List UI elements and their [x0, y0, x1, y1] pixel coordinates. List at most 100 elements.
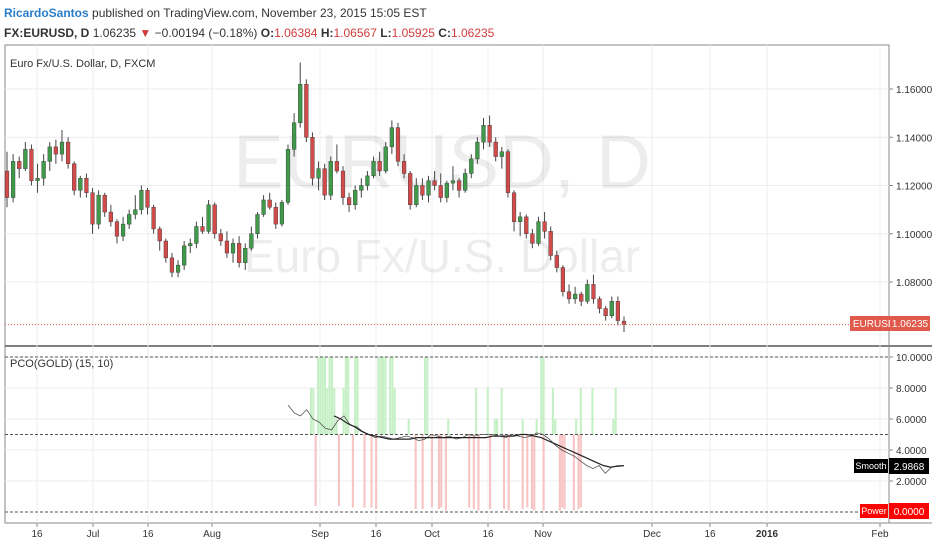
- candle: [230, 238, 236, 263]
- smooth-badge-value: 2.9868: [894, 462, 925, 473]
- indicator-legend[interactable]: PCO(GOLD) (15, 10): [10, 358, 113, 370]
- candle-body: [316, 168, 321, 179]
- candle-body: [475, 141, 480, 160]
- change-text: −0.00194 (−0.18%): [154, 26, 258, 40]
- last-price-text: 1.06235: [92, 26, 137, 40]
- vertical-grid: [36, 45, 881, 523]
- power-bar-up: [393, 388, 396, 435]
- candle-body: [17, 161, 22, 169]
- price-axis[interactable]: 1.16000 1.14000 1.12000 1.10000 1.08000: [889, 85, 932, 289]
- candle-body: [230, 243, 236, 254]
- candle-body: [603, 308, 608, 316]
- candle-body: [72, 163, 77, 191]
- power-bar-up: [347, 357, 350, 435]
- candle-body: [524, 216, 529, 234]
- power-bar-down: [370, 434, 373, 508]
- power-bar-up: [319, 357, 322, 435]
- candle-body: [389, 127, 394, 148]
- power-bar-down: [503, 434, 506, 509]
- candle-body: [579, 293, 584, 302]
- candle: [554, 250, 559, 273]
- time-tick-label: 16: [370, 529, 382, 540]
- power-bar-up: [316, 357, 320, 435]
- power-bar-down: [444, 434, 447, 511]
- candle: [426, 175, 431, 203]
- candle-body: [585, 284, 590, 302]
- power-bar-down: [530, 434, 534, 509]
- last-price-badge-label-bg: [850, 316, 898, 331]
- candle-body: [237, 243, 242, 263]
- power-bar-down: [533, 434, 536, 511]
- last-price-badge-value-bg: [890, 316, 930, 331]
- candle: [585, 279, 590, 304]
- indicator-axis[interactable]: 10.0000 8.0000 6.0000 4.0000 2.0000: [889, 353, 932, 488]
- power-badge: Power 0.0000: [860, 503, 929, 519]
- candle: [591, 274, 596, 304]
- candle-body: [536, 221, 541, 244]
- time-tick-label: 2016: [756, 529, 779, 540]
- power-bar-up: [356, 357, 359, 435]
- candle-body: [224, 240, 230, 254]
- last-price-badge-label: EURUSD: [853, 319, 895, 330]
- candle: [365, 171, 370, 191]
- candle-body: [560, 267, 566, 292]
- chart-frame: [4, 44, 890, 524]
- candle-body: [499, 151, 504, 157]
- smooth-badge-value-bg: [889, 458, 929, 474]
- candle-body: [279, 202, 284, 225]
- candle-body: [371, 161, 376, 177]
- power-bar-up: [309, 388, 313, 435]
- power-bar-up: [540, 357, 543, 435]
- smooth-line: [287, 404, 625, 474]
- candle-body: [383, 146, 388, 172]
- candle: [475, 137, 480, 164]
- power-bar-up: [344, 357, 347, 435]
- candle-body: [450, 180, 456, 184]
- candle-body: [169, 257, 175, 273]
- power-bar-down: [363, 434, 366, 508]
- author-link[interactable]: RicardoSantos: [4, 6, 89, 20]
- candle-body: [139, 190, 144, 210]
- power-badge-value-bg: [889, 503, 929, 519]
- candle: [120, 216, 126, 241]
- candle-body: [218, 233, 223, 242]
- power-bar-up: [496, 419, 499, 435]
- power-bar-up: [575, 419, 578, 435]
- time-axis[interactable]: 16 Jul 16 Aug Sep 16 Oct 16 Nov Dec 16 2016 Feb: [31, 523, 889, 540]
- candle-body: [90, 192, 95, 225]
- candle-body: [347, 197, 352, 205]
- main-legend[interactable]: Euro Fx/U.S. Dollar, D, FXCM: [10, 58, 155, 70]
- power-bar-up: [382, 357, 385, 435]
- candle-body: [395, 127, 401, 162]
- power-bar-up: [535, 419, 538, 435]
- power-bar-up: [321, 357, 324, 435]
- candle: [377, 151, 382, 176]
- candle-body: [261, 199, 266, 215]
- candlestick-series[interactable]: [4, 62, 627, 332]
- power-bar-down: [314, 434, 317, 506]
- power-bar-up: [312, 388, 315, 435]
- price-tick-label: 1.14000: [896, 133, 932, 144]
- smooth-lines: [287, 404, 625, 474]
- candle: [310, 132, 315, 186]
- candle-body: [102, 194, 107, 213]
- publish-info: RicardoSantos published on TradingView.c…: [4, 6, 427, 20]
- power-bar-up: [426, 357, 429, 435]
- candle: [41, 154, 46, 186]
- candle: [322, 163, 327, 200]
- open-value: 1.06384: [274, 26, 318, 40]
- candle: [347, 192, 352, 213]
- candle-body: [243, 248, 248, 263]
- candle: [389, 120, 394, 155]
- power-bar-up: [342, 388, 345, 435]
- time-tick-label: Feb: [871, 529, 889, 540]
- price-tick-label: 1.10000: [896, 230, 932, 241]
- close-value: 1.06235: [450, 26, 495, 40]
- power-bar-down: [477, 434, 480, 511]
- candle-body: [145, 190, 150, 208]
- symbol-name[interactable]: FX:EURUSD, D: [4, 26, 90, 40]
- candle-body: [328, 161, 333, 196]
- power-bar-up: [328, 357, 331, 435]
- candle-body: [182, 245, 187, 266]
